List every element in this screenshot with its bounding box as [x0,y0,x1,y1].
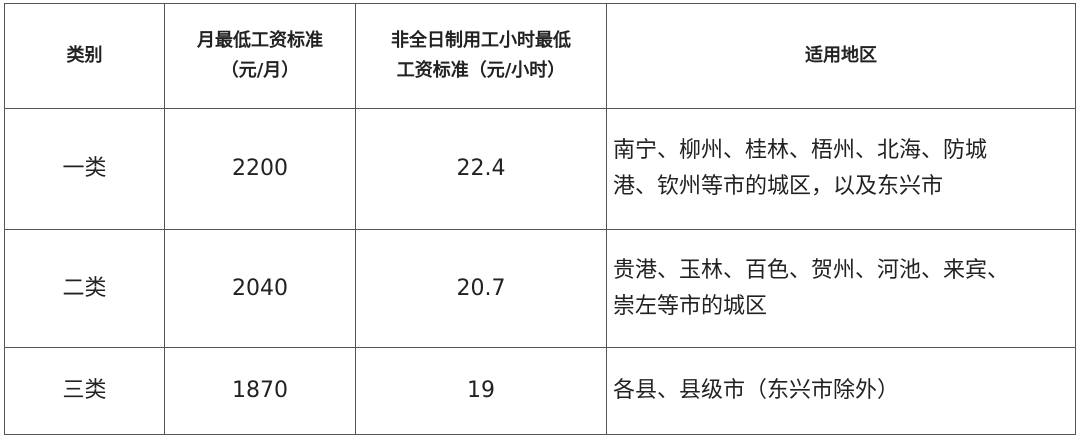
monthly-cell: 2040 [164,229,356,348]
area-cell: 南宁、柳州、桂林、梧州、北海、防城 港、钦州等市的城区，以及东兴市 [606,108,1076,230]
area-cell: 各县、县级市（东兴市除外） [606,347,1076,435]
table-row: 一类 2200 22.4 南宁、柳州、桂林、梧州、北海、防城 港、钦州等市的城区，… [4,108,1076,230]
header-line: 月最低工资标准 [197,30,323,51]
category-cell: 三类 [4,347,165,435]
header-row: 类别 月最低工资标准 （元/月） 非全日制用工小时最低 工资标准（元/小时） 适用地… [4,3,1076,109]
area-line: 崇左等市的城区 [613,293,768,319]
area-line: 贵港、玉林、百色、贺州、河池、来宾、 [613,257,1010,283]
area-line: 港、钦州等市的城区，以及东兴市 [613,174,944,199]
header-area: 适用地区 [606,3,1076,109]
header-line: （元/月） [220,60,300,81]
header-line: 非全日制用工小时最低 [391,30,571,51]
hourly-cell: 22.4 [355,108,607,230]
monthly-cell: 1870 [164,347,356,435]
table-row: 三类 1870 19 各县、县级市（东兴市除外） [4,347,1076,435]
category-cell: 二类 [4,229,165,348]
area-line: 南宁、柳州、桂林、梧州、北海、防城 [613,138,988,163]
hourly-cell: 20.7 [355,229,607,348]
header-hourly: 非全日制用工小时最低 工资标准（元/小时） [355,3,607,109]
area-line: 各县、县级市（东兴市除外） [613,378,900,403]
header-monthly: 月最低工资标准 （元/月） [164,3,356,109]
header-category: 类别 [4,3,165,109]
category-cell: 一类 [4,108,165,230]
table-row: 二类 2040 20.7 贵港、玉林、百色、贺州、河池、来宾、 崇左等市的城区 [4,229,1076,348]
minimum-wage-table: 类别 月最低工资标准 （元/月） 非全日制用工小时最低 工资标准（元/小时） 适用地… [4,3,1076,435]
monthly-cell: 2200 [164,108,356,230]
area-cell: 贵港、玉林、百色、贺州、河池、来宾、 崇左等市的城区 [606,229,1076,348]
header-line: 工资标准（元/小时） [396,60,566,81]
hourly-cell: 19 [355,347,607,435]
